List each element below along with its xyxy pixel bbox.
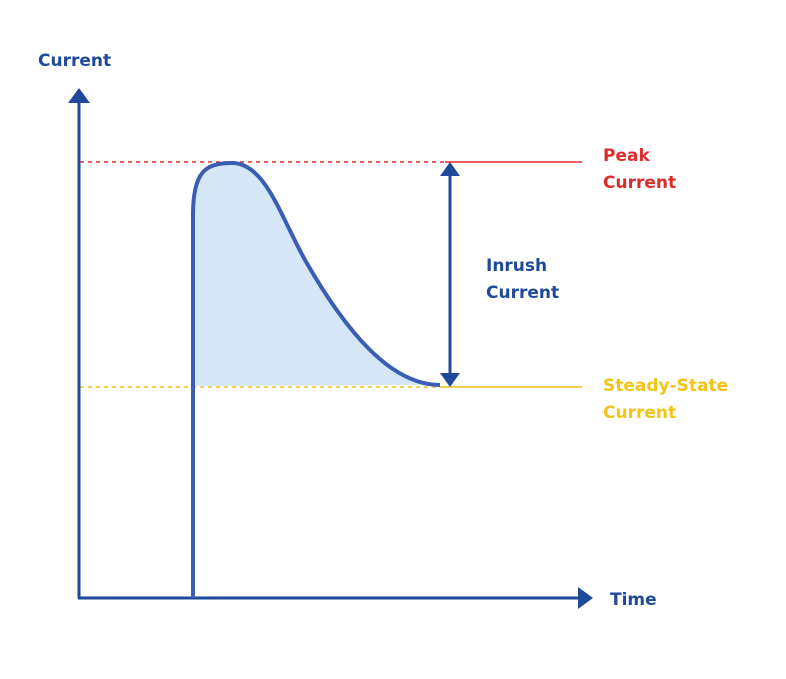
steady-label: Steady-State (603, 376, 728, 396)
x-axis-arrow (578, 587, 593, 609)
y-axis-arrow (68, 88, 90, 103)
inrush-arrow-bottom (440, 373, 460, 387)
x-axis-label: Time (610, 590, 657, 610)
peak-label: Peak (603, 146, 650, 166)
inrush-label: Current (486, 283, 559, 303)
current-curve (191, 161, 441, 598)
y-axis-label: Current (38, 51, 111, 71)
inrush-arrow-top (440, 162, 460, 176)
steady-label: Current (603, 403, 676, 423)
inrush-label: Inrush (486, 256, 547, 276)
peak-label: Current (603, 173, 676, 193)
inrush-area (193, 163, 440, 386)
